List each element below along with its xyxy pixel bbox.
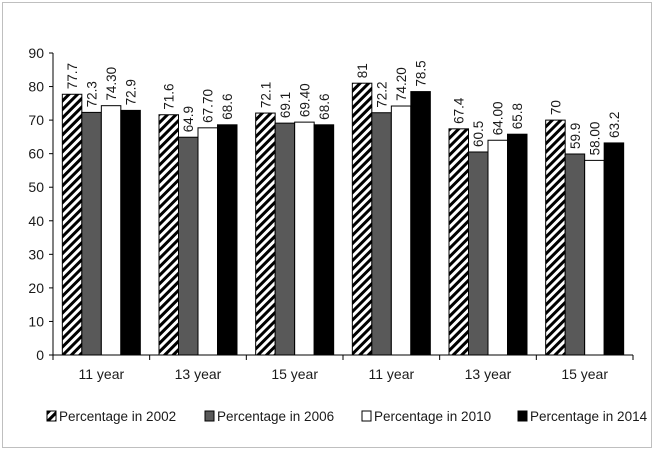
bar — [120, 109, 141, 356]
legend-label: Percentage in 2014 — [530, 409, 648, 424]
data-label: 63.2 — [607, 112, 622, 138]
data-label: 64.00 — [491, 101, 506, 135]
data-label: 74.20 — [394, 67, 409, 101]
data-label: 72.1 — [258, 82, 273, 108]
data-label: 59.9 — [568, 123, 583, 149]
bar — [564, 153, 586, 356]
legend-swatch — [46, 410, 57, 422]
legend-label: Percentage in 2010 — [374, 409, 491, 424]
legend-label: Percentage in 2006 — [217, 409, 334, 424]
bar — [371, 112, 392, 356]
y-tick-label: 0 — [36, 347, 44, 363]
bar — [448, 128, 469, 356]
legend-swatch — [517, 410, 528, 422]
data-label: 74.30 — [104, 67, 119, 101]
bar — [545, 119, 566, 356]
data-label: 70 — [548, 100, 563, 115]
data-label: 71.6 — [162, 83, 177, 109]
y-tick-label: 50 — [28, 179, 44, 195]
y-tick-label: 60 — [28, 146, 44, 162]
data-label: 77.7 — [65, 63, 80, 89]
bar — [100, 105, 122, 356]
data-label: 60.5 — [471, 121, 486, 147]
bar — [351, 82, 373, 356]
x-tick-label: 11 year — [78, 366, 124, 382]
bar — [507, 133, 528, 356]
y-tick-label: 40 — [28, 213, 44, 229]
bar — [81, 111, 102, 356]
legend-swatch — [361, 410, 372, 422]
data-label: 67.70 — [201, 89, 216, 123]
data-label: 69.40 — [297, 83, 312, 117]
data-label: 78.5 — [414, 60, 429, 86]
data-label: 72.2 — [375, 81, 390, 107]
y-tick-label: 20 — [28, 280, 44, 296]
x-tick-label: 11 year — [368, 366, 414, 382]
bar — [390, 105, 412, 356]
data-label: 58.00 — [587, 122, 602, 156]
y-tick-label: 10 — [28, 313, 44, 329]
bar — [603, 142, 625, 356]
data-label: 72.9 — [124, 79, 139, 105]
x-tick-label: 13 year — [465, 366, 512, 382]
legend-label: Percentage in 2002 — [59, 409, 176, 424]
data-label: 68.6 — [317, 94, 332, 120]
data-label: 64.9 — [181, 106, 196, 132]
bar — [294, 121, 315, 356]
bar — [217, 124, 238, 356]
bar — [158, 114, 179, 356]
chart-frame — [2, 2, 652, 448]
bar — [274, 122, 296, 356]
data-label: 69.1 — [278, 92, 293, 118]
bar — [255, 112, 276, 356]
bar — [313, 124, 335, 356]
bar — [584, 159, 605, 356]
y-tick-label: 30 — [28, 246, 44, 262]
data-label: 67.4 — [452, 97, 467, 124]
y-tick-label: 90 — [28, 45, 44, 61]
y-tick-label: 70 — [28, 112, 44, 128]
data-label: 68.6 — [220, 94, 235, 120]
bar — [178, 136, 199, 356]
bar — [410, 91, 431, 356]
bar — [468, 151, 489, 356]
bar — [197, 127, 218, 356]
data-label: 65.8 — [510, 103, 525, 129]
y-tick-label: 80 — [28, 79, 44, 95]
x-tick-label: 13 year — [175, 366, 222, 382]
data-label: 81 — [355, 63, 370, 78]
x-tick-label: 15 year — [271, 366, 318, 382]
legend-swatch — [204, 410, 215, 422]
x-tick-label: 15 year — [561, 366, 608, 382]
data-label: 72.3 — [85, 81, 100, 107]
bar — [487, 139, 508, 356]
bar — [61, 93, 83, 356]
